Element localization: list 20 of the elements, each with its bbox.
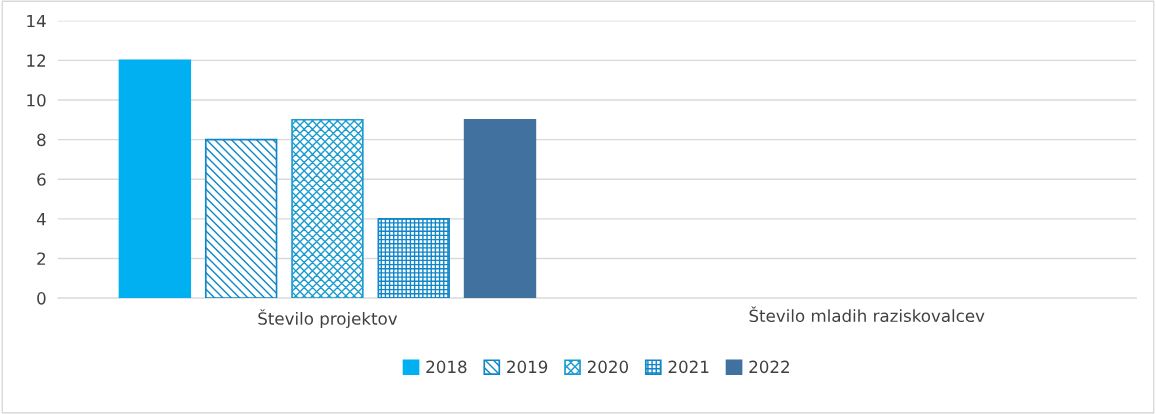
y-tick-label: 12 [27, 54, 46, 67]
legend-label: 2018 [426, 360, 467, 374]
y-tick-label: 2 [37, 252, 46, 265]
legend-label: 2020 [587, 360, 629, 374]
bar [118, 59, 192, 299]
y-tick-label: 10 [27, 93, 46, 107]
bar [291, 118, 364, 299]
y-tick-label: 6 [37, 173, 46, 186]
bar [377, 217, 450, 299]
bar [463, 118, 537, 299]
y-tick-label: 8 [37, 133, 46, 147]
bar [204, 138, 278, 299]
x-tick-label: Število projektov [258, 309, 398, 329]
legend-label: 2022 [749, 360, 789, 374]
x-tick-label: Število mladih raziskovalcev [749, 306, 985, 323]
legend-label: 2019 [507, 360, 548, 374]
legend-label: 2021 [668, 360, 709, 374]
y-tick-label: 4 [36, 213, 46, 226]
y-tick-label: 0 [37, 292, 46, 305]
y-tick-label: 14 [27, 14, 46, 28]
